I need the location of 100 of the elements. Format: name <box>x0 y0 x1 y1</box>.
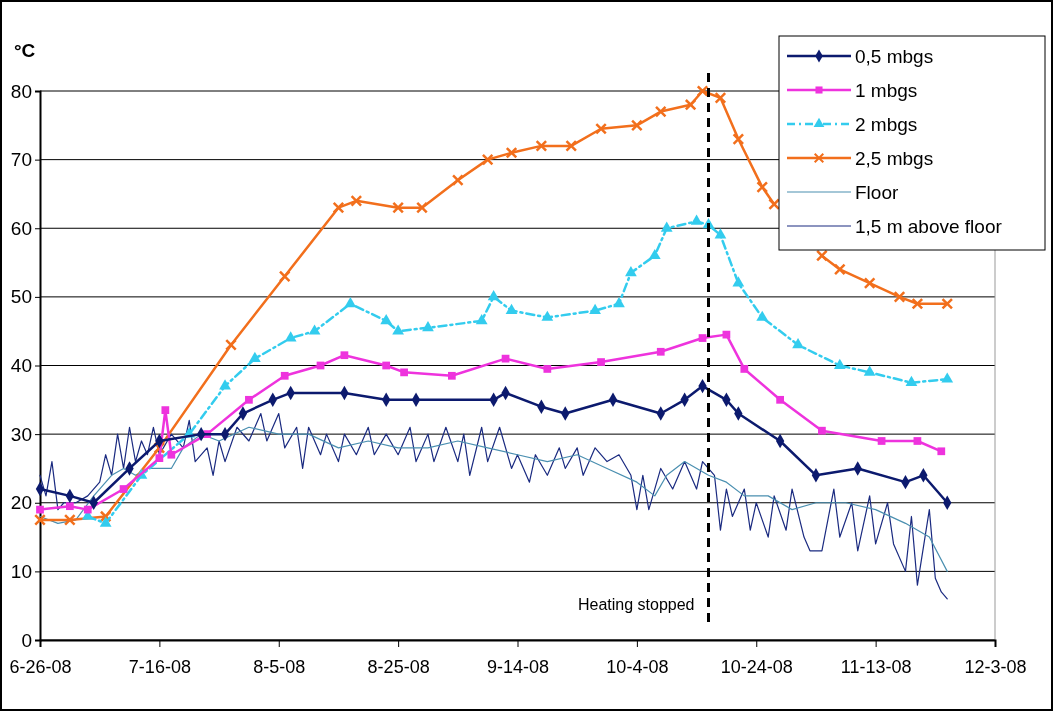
point <box>565 139 578 152</box>
point <box>863 365 876 376</box>
point <box>280 371 289 380</box>
point <box>541 310 554 321</box>
point <box>543 365 552 373</box>
point <box>776 395 784 404</box>
legend-label: 1,5 m above floor <box>855 216 1003 237</box>
x-tick-label: 8-25-08 <box>367 657 430 678</box>
y-tick-label: 40 <box>10 355 32 377</box>
x-tick-label: 6-26-08 <box>9 657 72 678</box>
point <box>877 437 886 445</box>
point <box>392 324 405 335</box>
point <box>65 502 74 511</box>
y-tick-label: 50 <box>10 286 32 308</box>
point <box>400 368 408 377</box>
point <box>34 513 46 526</box>
point <box>732 133 745 146</box>
point <box>863 277 876 290</box>
point <box>630 119 643 132</box>
point <box>340 351 349 360</box>
y-tick-label: 20 <box>10 492 32 514</box>
point <box>350 194 363 207</box>
point <box>380 314 393 325</box>
point <box>63 513 76 526</box>
point <box>792 338 804 349</box>
legend-label: Floor <box>855 182 899 203</box>
point <box>818 426 826 435</box>
point <box>732 276 745 287</box>
x-tick-label: 8-5-08 <box>253 657 306 678</box>
point <box>161 406 170 414</box>
point <box>422 320 434 332</box>
point <box>245 395 253 404</box>
point <box>475 314 488 325</box>
point <box>893 290 906 303</box>
y-tick-label: 30 <box>10 423 32 445</box>
point <box>219 379 231 390</box>
point <box>714 228 727 239</box>
point <box>589 303 601 314</box>
point <box>696 85 709 97</box>
point <box>684 98 697 111</box>
point <box>740 365 749 373</box>
point <box>481 153 494 166</box>
point <box>505 146 518 159</box>
y-tick-label: 70 <box>10 149 32 171</box>
x-tick-label: 11-13-08 <box>840 657 912 678</box>
point <box>660 221 673 232</box>
point <box>937 447 946 456</box>
legend-label: 2,5 mbgs <box>855 148 934 169</box>
point <box>815 249 828 262</box>
legend-label: 2 mbgs <box>855 114 918 135</box>
point <box>501 354 510 363</box>
y-tick-label: 80 <box>10 80 32 102</box>
ref-line-label: Heating stopped <box>577 596 695 613</box>
point <box>905 375 918 387</box>
point <box>505 303 518 314</box>
point <box>595 122 608 135</box>
point <box>284 331 297 342</box>
point <box>155 454 164 463</box>
point <box>941 297 954 310</box>
x-tick-label: 10-4-08 <box>606 657 669 678</box>
point <box>225 338 237 351</box>
point <box>416 201 428 214</box>
point <box>941 372 954 383</box>
y-tick-label: 10 <box>10 560 32 582</box>
point <box>597 358 605 366</box>
point <box>167 450 176 459</box>
point <box>451 174 464 187</box>
point <box>690 214 703 225</box>
point <box>535 139 548 152</box>
point <box>487 290 500 301</box>
y-tick-label: 60 <box>10 217 32 239</box>
x-tick-label: 10-24-08 <box>720 657 793 678</box>
point <box>833 263 846 276</box>
x-tick-label: 7-16-08 <box>128 657 191 678</box>
point <box>83 505 92 514</box>
point <box>447 371 456 380</box>
point <box>382 361 391 370</box>
point <box>833 358 846 369</box>
point <box>119 485 128 493</box>
point <box>714 91 727 104</box>
point <box>248 351 261 363</box>
line-series <box>39 426 948 572</box>
point <box>648 248 661 260</box>
point <box>278 270 291 283</box>
legend-label: 1 mbgs <box>855 80 918 101</box>
point <box>344 296 357 308</box>
point <box>656 347 665 356</box>
point <box>756 310 769 321</box>
x-tick-label: 12-3-08 <box>964 657 1027 678</box>
point <box>698 334 707 342</box>
point <box>392 201 405 214</box>
point <box>625 266 637 277</box>
point <box>99 516 112 527</box>
point <box>332 201 345 214</box>
point <box>756 181 769 194</box>
y-axis-title: °C <box>14 40 36 61</box>
point <box>911 297 924 310</box>
point <box>654 105 667 118</box>
point <box>913 437 922 445</box>
x-tick-label: 9-14-08 <box>486 657 550 678</box>
